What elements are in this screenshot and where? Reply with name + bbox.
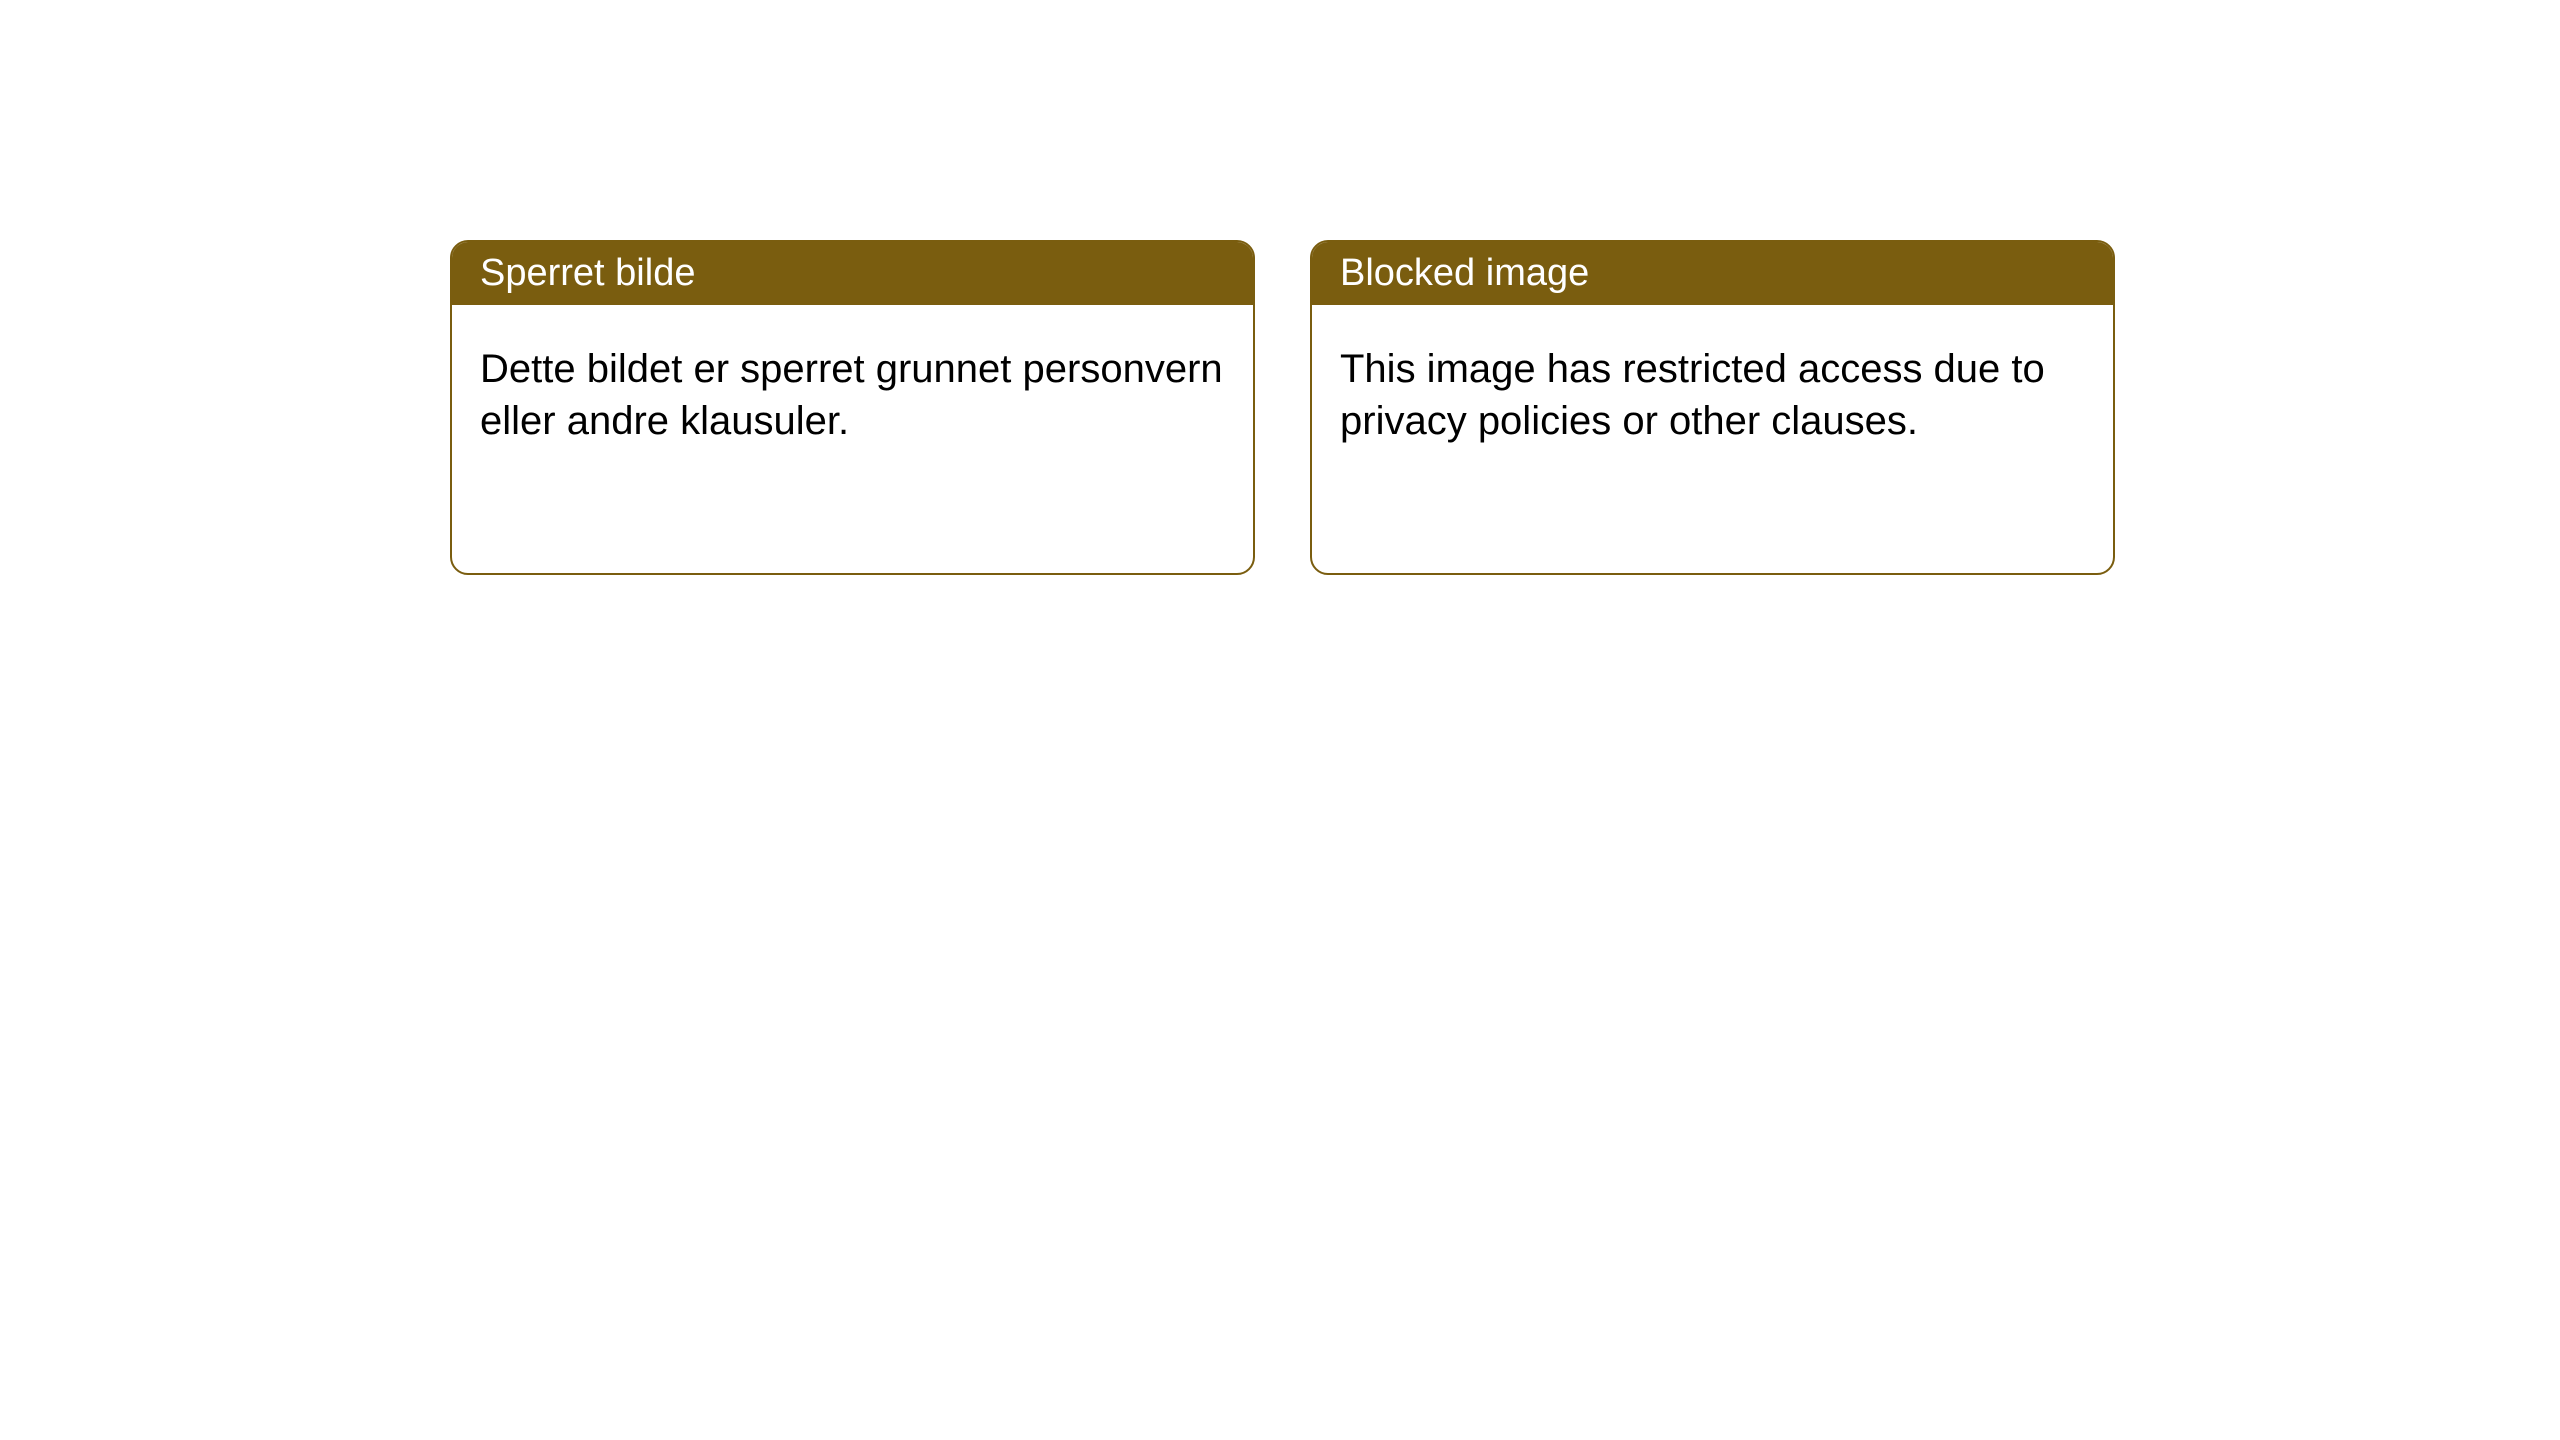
card-text-left: Dette bildet er sperret grunnet personve… — [480, 347, 1223, 443]
notice-container: Sperret bilde Dette bildet er sperret gr… — [0, 0, 2560, 575]
notice-card-right: Blocked image This image has restricted … — [1310, 240, 2115, 575]
card-header-right: Blocked image — [1312, 242, 2113, 305]
card-title-right: Blocked image — [1340, 252, 1589, 294]
notice-card-left: Sperret bilde Dette bildet er sperret gr… — [450, 240, 1255, 575]
card-text-right: This image has restricted access due to … — [1340, 347, 2045, 443]
card-header-left: Sperret bilde — [452, 242, 1253, 305]
card-body-left: Dette bildet er sperret grunnet personve… — [452, 305, 1253, 485]
card-title-left: Sperret bilde — [480, 252, 695, 294]
card-body-right: This image has restricted access due to … — [1312, 305, 2113, 485]
